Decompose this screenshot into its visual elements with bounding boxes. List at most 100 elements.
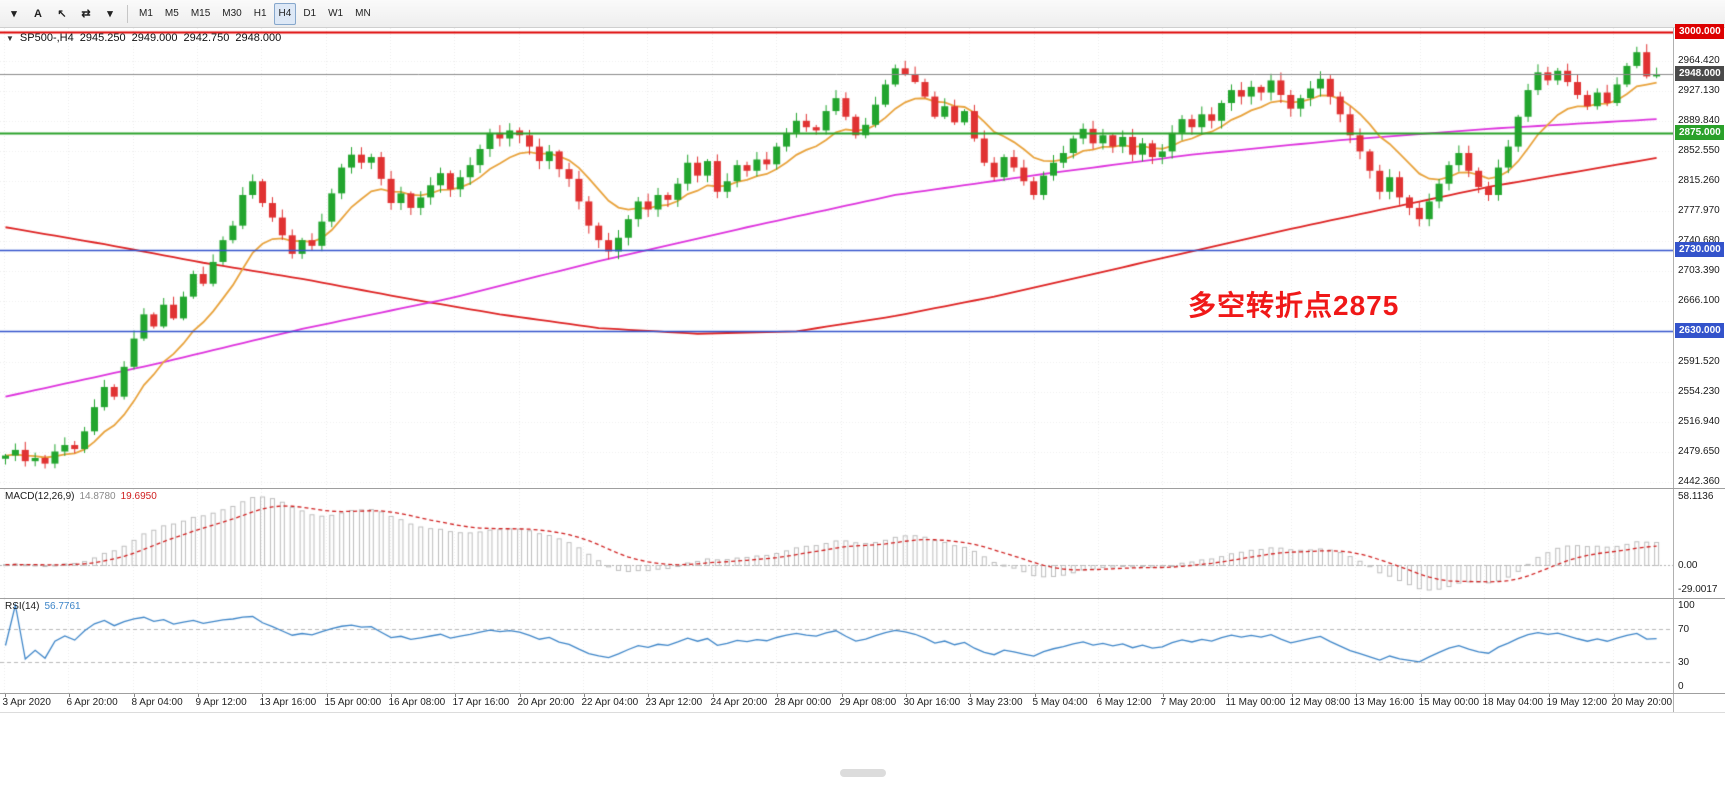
time-tick bbox=[969, 694, 971, 697]
price-axis-label: 2591.520 bbox=[1678, 355, 1720, 367]
symbol-period-label: SP500-,H4 bbox=[19, 32, 74, 44]
hline-price-badge: 2875.000 bbox=[1675, 124, 1724, 140]
chart-annotation-text: 多空转折点2875 bbox=[1188, 290, 1400, 321]
macd-canvas[interactable] bbox=[0, 489, 1673, 598]
timeframe-button-d1[interactable]: D1 bbox=[303, 8, 317, 19]
time-tick bbox=[841, 694, 843, 697]
price-chart-canvas[interactable] bbox=[0, 28, 1673, 487]
macd-axis-label: 0.00 bbox=[1678, 559, 1698, 571]
bottom-strip bbox=[0, 712, 1725, 785]
price-axis-label: 2703.390 bbox=[1678, 265, 1720, 277]
time-axis-label: 20 May 20:00 bbox=[1611, 697, 1673, 708]
timeframe-button-m15[interactable]: M15 bbox=[190, 8, 211, 19]
rsi-axis-label: 0 bbox=[1678, 681, 1684, 692]
timeframe-button-h4[interactable]: H4 bbox=[273, 2, 297, 25]
rsi-title: RSI(14) bbox=[5, 601, 40, 612]
current-price-badge: 2948.000 bbox=[1675, 65, 1724, 81]
time-axis[interactable]: 3 Apr 2020 6 Apr 20:00 8 Apr 04:00 9 Apr 12… bbox=[0, 693, 1725, 712]
time-axis-label: 5 May 04:00 bbox=[1032, 697, 1088, 708]
time-axis-corner bbox=[1673, 694, 1725, 712]
hline-price-badge: 2730.000 bbox=[1675, 241, 1724, 257]
price-axis-label: 2516.940 bbox=[1678, 415, 1720, 427]
macd-label: MACD(12,26,9) 14.8780 19.6950 bbox=[5, 491, 162, 502]
macd-axis-label: -29.0017 bbox=[1678, 584, 1718, 595]
time-tick bbox=[583, 694, 585, 697]
time-tick bbox=[776, 694, 778, 697]
rsi-canvas[interactable] bbox=[0, 599, 1673, 693]
time-tick bbox=[4, 694, 6, 697]
charts-menu-button[interactable]: ▾ bbox=[11, 8, 17, 20]
close-value: 2948.000 bbox=[235, 32, 282, 44]
timeframe-button-h1[interactable]: H1 bbox=[253, 8, 267, 19]
price-axis-label: 2554.230 bbox=[1678, 385, 1720, 397]
time-tick bbox=[1613, 694, 1615, 697]
time-tick bbox=[1162, 694, 1164, 697]
time-axis-label: 6 May 12:00 bbox=[1096, 697, 1152, 708]
time-axis-label: 17 Apr 16:00 bbox=[452, 697, 510, 708]
high-value: 2949.000 bbox=[131, 32, 178, 44]
toolbar-separator bbox=[127, 4, 128, 23]
time-axis-label: 18 May 04:00 bbox=[1482, 697, 1544, 708]
price-chart-plot[interactable]: ▼ SP500-,H4 2945.250 2949.000 2942.750 2948.0… bbox=[0, 28, 1673, 488]
time-tick bbox=[261, 694, 263, 697]
time-axis-label: 7 May 20:00 bbox=[1160, 697, 1216, 708]
price-chart-pane: ▼ SP500-,H4 2945.250 2949.000 2942.750 2948.0… bbox=[0, 24, 1725, 488]
time-axis-label: 22 Apr 04:00 bbox=[581, 697, 639, 708]
timeframe-button-w1[interactable]: W1 bbox=[328, 8, 344, 19]
time-axis-label: 9 Apr 12:00 bbox=[195, 697, 247, 708]
time-axis-label: 11 May 00:00 bbox=[1225, 697, 1286, 708]
rsi-indicator-pane: RSI(14) 56.7761 100 70 30 0 bbox=[0, 598, 1725, 693]
macd-signal-value: 19.6950 bbox=[120, 491, 157, 502]
price-axis-label: 2964.420 bbox=[1678, 54, 1720, 66]
hline-price-badge: 3000.000 bbox=[1675, 24, 1724, 40]
cursor-tool-button[interactable]: ↖ bbox=[57, 8, 67, 20]
rsi-label: RSI(14) 56.7761 bbox=[5, 601, 86, 612]
rsi-plot[interactable]: RSI(14) 56.7761 bbox=[0, 599, 1673, 693]
timeframe-button-mn[interactable]: MN bbox=[355, 8, 371, 19]
macd-axis[interactable]: 58.1136 0.00 -29.0017 bbox=[1673, 489, 1725, 598]
time-tick bbox=[905, 694, 907, 697]
rsi-axis-label: 30 bbox=[1678, 656, 1690, 668]
time-axis-label: 16 Apr 08:00 bbox=[388, 697, 446, 708]
toolbar: ▾ A ↖ ⇄ ▾ M1 M5 M15 M30 H1 H4 D1 W1 MN bbox=[0, 0, 1725, 28]
symbol-dropdown-icon: ▼ bbox=[6, 34, 14, 43]
horizontal-scrollbar-thumb[interactable] bbox=[839, 769, 886, 777]
open-value: 2945.250 bbox=[79, 32, 126, 44]
timeframe-button-m1[interactable]: M1 bbox=[139, 8, 153, 19]
macd-indicator-pane: MACD(12,26,9) 14.8780 19.6950 58.1136 0.00 -… bbox=[0, 488, 1725, 598]
time-axis-label: 15 Apr 00:00 bbox=[324, 697, 382, 708]
time-tick bbox=[390, 694, 392, 697]
time-tick bbox=[1484, 694, 1486, 697]
rsi-value: 56.7761 bbox=[44, 601, 81, 612]
time-axis-label: 24 Apr 20:00 bbox=[710, 697, 768, 708]
price-axis[interactable]: 2964.420 2927.130 2889.840 2852.550 2815.260… bbox=[1673, 24, 1725, 488]
refresh-symbols-tool-button[interactable]: ⇄ bbox=[81, 8, 91, 20]
chart-area: ▼ SP500-,H4 2945.250 2949.000 2942.750 2948.0… bbox=[0, 24, 1725, 785]
time-axis-label: 28 Apr 00:00 bbox=[774, 697, 832, 708]
time-axis-label: 8 Apr 04:00 bbox=[131, 697, 183, 708]
timeframe-button-m30[interactable]: M30 bbox=[222, 8, 242, 19]
time-axis-label: 20 Apr 20:00 bbox=[517, 697, 575, 708]
time-tick bbox=[1355, 694, 1357, 697]
time-tick bbox=[68, 694, 70, 697]
price-axis-label: 2777.970 bbox=[1678, 205, 1720, 217]
time-axis-label: 13 May 16:00 bbox=[1353, 697, 1415, 708]
price-axis-label: 2740.680 bbox=[1678, 235, 1720, 247]
time-tick bbox=[712, 694, 714, 697]
text-label-tool-button[interactable]: A bbox=[34, 7, 42, 20]
price-axis-label: 2852.550 bbox=[1678, 144, 1720, 156]
rsi-axis[interactable]: 100 70 30 0 bbox=[1673, 599, 1725, 693]
time-tick bbox=[454, 694, 456, 697]
timeframe-button-m5[interactable]: M5 bbox=[164, 8, 179, 19]
price-axis-label: 2815.260 bbox=[1678, 175, 1720, 187]
time-tick bbox=[326, 694, 328, 697]
time-axis-label: 13 Apr 16:00 bbox=[259, 697, 317, 708]
time-axis-label: 30 Apr 16:00 bbox=[903, 697, 961, 708]
time-axis-label: 12 May 08:00 bbox=[1289, 697, 1351, 708]
macd-axis-label: 58.1136 bbox=[1678, 491, 1714, 502]
time-tick bbox=[1227, 694, 1229, 697]
time-tick bbox=[133, 694, 135, 697]
refresh-menu-button[interactable]: ▾ bbox=[107, 8, 113, 20]
macd-plot[interactable]: MACD(12,26,9) 14.8780 19.6950 bbox=[0, 489, 1673, 598]
time-axis-label: 3 Apr 2020 bbox=[2, 697, 51, 708]
